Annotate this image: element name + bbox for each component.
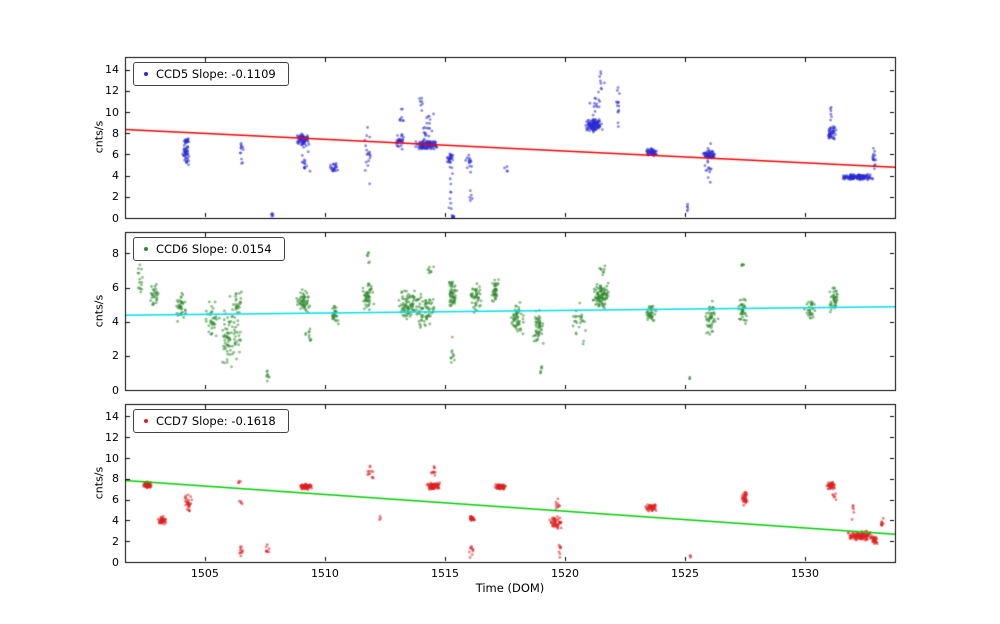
legend-label-ccd6: CCD6 Slope: 0.0154 xyxy=(156,242,272,256)
y-tick-label: 8 xyxy=(112,246,119,260)
legend-marker-ccd6-icon xyxy=(144,247,148,251)
legend-label-ccd7: CCD7 Slope: -0.1618 xyxy=(156,414,276,428)
y-tick-label: 0 xyxy=(112,211,119,225)
x-tick-label: 1505 xyxy=(190,567,219,580)
y-tick-label: 8 xyxy=(112,126,119,140)
y-tick-label: 14 xyxy=(105,409,119,423)
y-tick-label: 2 xyxy=(112,349,119,363)
y-tick-label: 8 xyxy=(112,472,119,486)
legend-marker-ccd5-icon xyxy=(144,72,148,76)
legend-ccd5: CCD5 Slope: -0.1109 xyxy=(133,62,289,86)
legend-marker-ccd7-icon xyxy=(144,419,148,423)
y-tick-label: 10 xyxy=(105,451,119,465)
x-tick-label: 1515 xyxy=(430,567,459,580)
y-tick-label: 6 xyxy=(112,281,119,294)
y-tick-label: 4 xyxy=(112,315,119,329)
y-tick-label: 12 xyxy=(105,430,119,444)
y-tick-label: 0 xyxy=(112,555,119,569)
y-tick-label: 14 xyxy=(105,63,119,77)
x-tick-label: 1530 xyxy=(790,567,819,580)
x-tick-label: 1510 xyxy=(310,567,339,580)
y-tick-label: 2 xyxy=(112,190,119,204)
y-tick-label: 0 xyxy=(112,383,119,397)
legend-ccd6: CCD6 Slope: 0.0154 xyxy=(133,237,285,261)
x-tick-label: 1525 xyxy=(670,567,699,580)
y-tick-label: 12 xyxy=(105,84,119,98)
y-tick-label: 2 xyxy=(112,534,119,548)
legend-ccd7: CCD7 Slope: -0.1618 xyxy=(133,409,289,433)
y-tick-label: 6 xyxy=(112,493,119,507)
y-tick-label: 10 xyxy=(105,105,119,119)
y-tick-label: 4 xyxy=(112,169,119,183)
x-tick-label: 1520 xyxy=(550,567,579,580)
x-axis-label: Time (DOM) xyxy=(475,581,545,595)
y-tick-label: 4 xyxy=(112,513,119,527)
y-tick-label: 6 xyxy=(112,147,119,161)
legend-label-ccd5: CCD5 Slope: -0.1109 xyxy=(156,67,276,81)
